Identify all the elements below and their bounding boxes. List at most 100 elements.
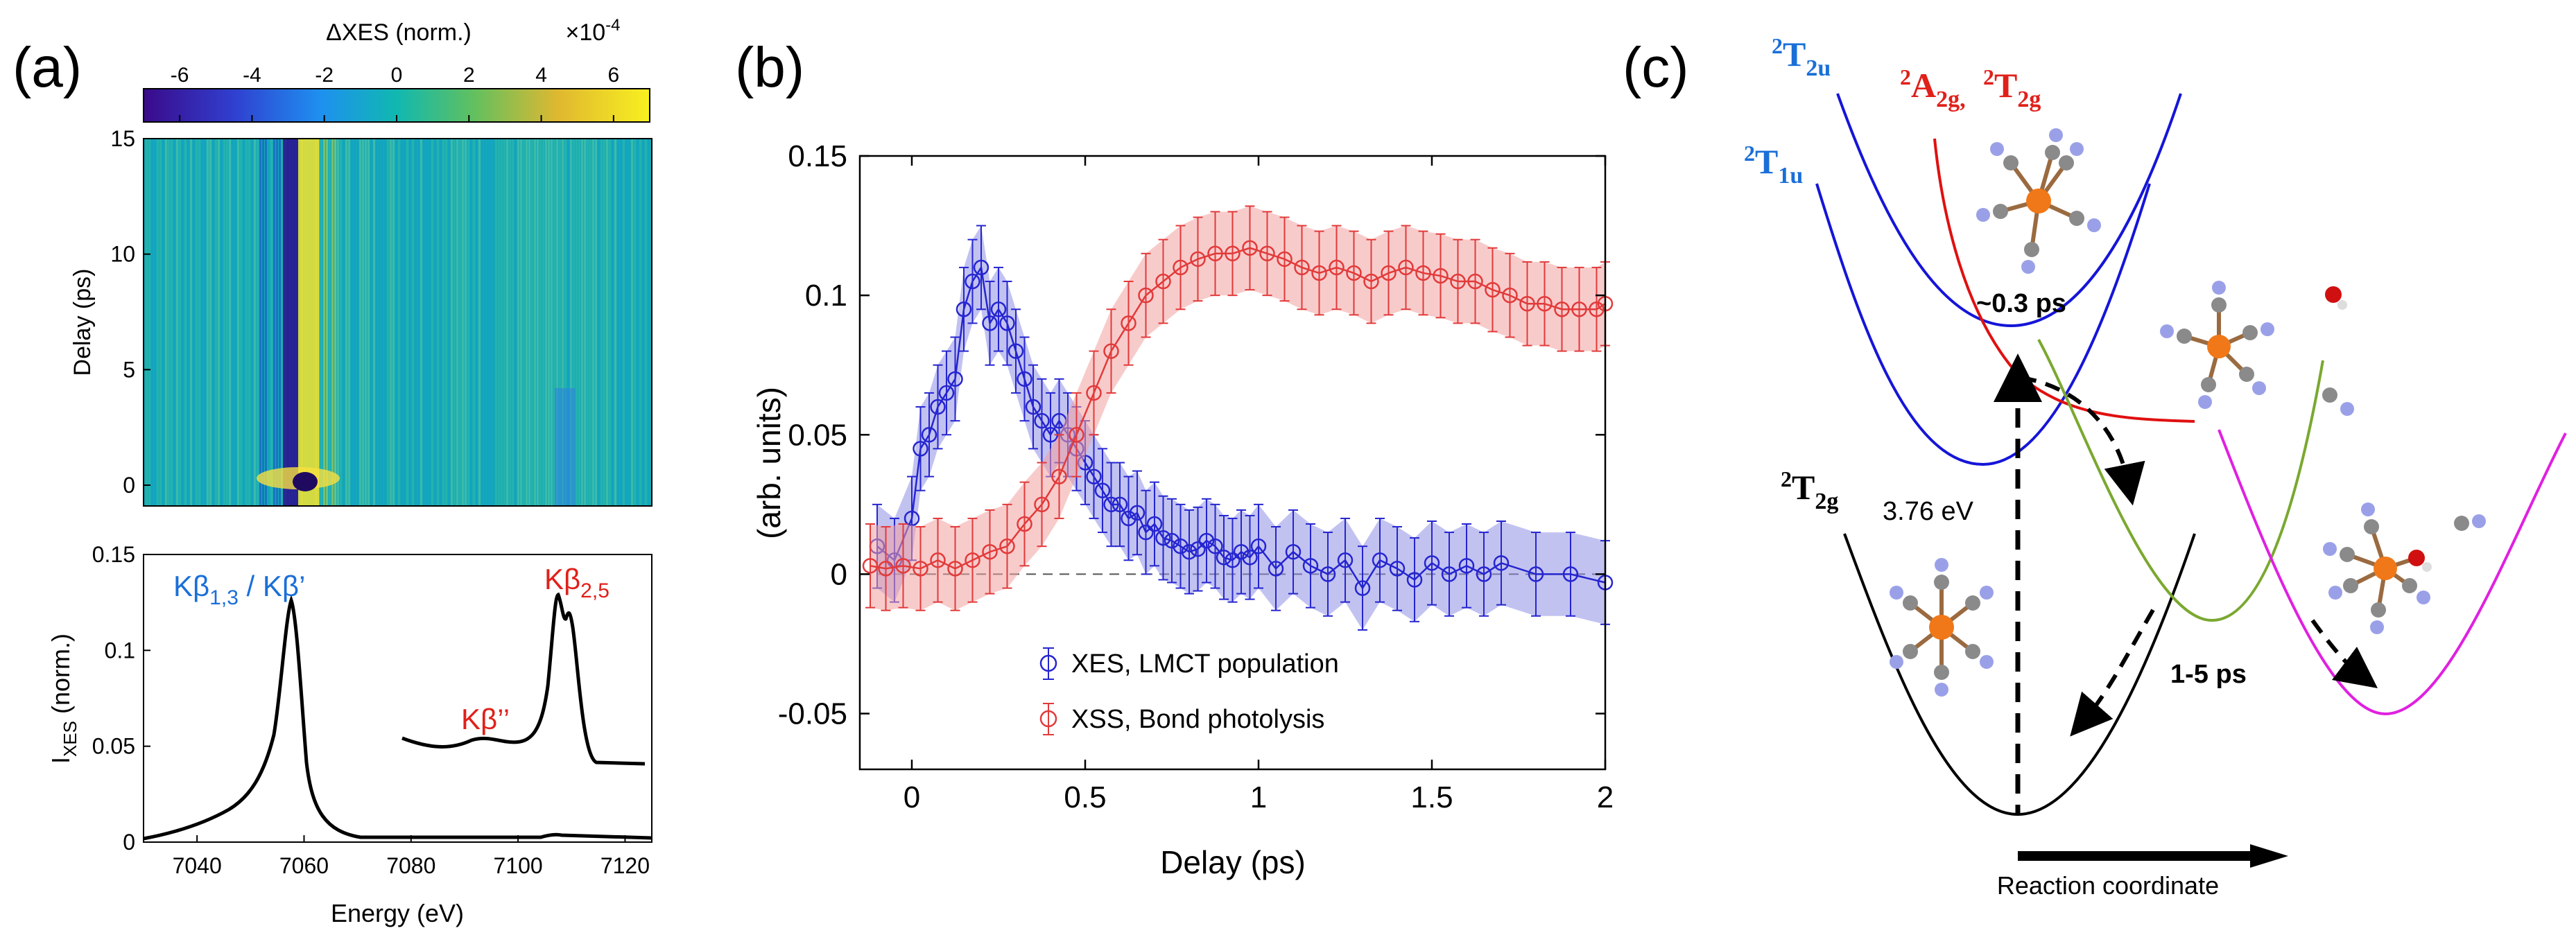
data-point	[1250, 538, 1267, 554]
chart-xtick-label: 1.5	[1410, 780, 1453, 814]
data-point	[1225, 552, 1241, 568]
heatmap-stripe	[431, 139, 433, 506]
heatmap-stripe	[320, 139, 322, 506]
data-point	[938, 385, 955, 401]
data-point	[973, 259, 989, 276]
heatmap-stripe	[639, 139, 641, 506]
heatmap-stripe	[354, 139, 356, 506]
heatmap-stripe	[598, 139, 600, 506]
heatmap-stripe	[614, 139, 616, 506]
heatmap-stripe	[329, 139, 331, 506]
spectrum-frame	[143, 554, 652, 843]
panel-a-colorbar: ΔXES (norm.) ×10-4 -6 -4 -2 0 2 4 6	[143, 16, 650, 123]
heatmap-stripe	[245, 139, 248, 506]
data-point	[1190, 541, 1206, 557]
heatmap-stripe	[198, 139, 200, 506]
data-point	[965, 273, 980, 290]
data-point	[895, 558, 911, 574]
heatmap-stripe	[490, 139, 492, 506]
colorbar-tick-label: 0	[391, 64, 403, 87]
peak-label-kb13: Kβ1,3 / Kβ’	[173, 570, 305, 609]
heatmap-stripe	[276, 139, 278, 506]
heatmap-stripe	[562, 139, 564, 506]
panel-a-spectrum: 7040 7060 7080 7100 7120 0.15 0.1 0.05 0 Energy …	[46, 542, 652, 927]
data-point	[921, 427, 937, 443]
data-point	[1302, 558, 1319, 574]
heatmap-stripe	[179, 139, 181, 506]
data-point	[1233, 543, 1250, 560]
heatmap-stripe	[465, 139, 467, 506]
data-point	[930, 552, 946, 568]
heatmap-stripe	[515, 139, 517, 506]
heatmap-stripe	[323, 139, 325, 506]
heatmap-stripe	[589, 139, 591, 506]
heatmap-stripe	[445, 139, 447, 506]
heatmap-stripe	[359, 139, 361, 506]
data-point	[1450, 273, 1466, 290]
data-point	[1493, 555, 1510, 571]
heatmap-stripe	[168, 139, 170, 506]
data-point	[1528, 566, 1544, 582]
heatmap-stripe	[531, 139, 533, 506]
heatmap-stripe	[509, 139, 511, 506]
data-point	[1389, 561, 1406, 577]
spectrum-zoom-line	[401, 592, 646, 766]
heatmap-stripe	[248, 139, 250, 506]
chart-ytick-label: 0.15	[788, 139, 847, 173]
heatmap-stripe	[226, 139, 228, 506]
data-point	[1424, 555, 1440, 571]
heatmap-stripe	[426, 139, 428, 506]
heatmap-stripe	[606, 139, 608, 506]
data-point	[1242, 240, 1258, 256]
heatmap-stripe	[268, 139, 270, 506]
state-T2g-black-sup: 2	[1781, 466, 1792, 491]
data-point	[982, 543, 998, 560]
heatmap-stripe	[282, 139, 284, 506]
data-point	[1346, 265, 1362, 281]
heatmap-stripe	[262, 139, 264, 506]
heatmap-stripe	[365, 139, 367, 506]
heatmap-stripe	[154, 139, 156, 506]
heatmap-side-band	[555, 388, 576, 506]
data-point	[1164, 532, 1180, 549]
panel-a-heatmap: Delay (ps) 15 10 5 0	[69, 126, 652, 507]
heatmap-stripe	[215, 139, 217, 506]
data-point	[1146, 516, 1163, 532]
chart-xtick-label: 1	[1250, 780, 1267, 814]
heatmap-stripe	[417, 139, 420, 506]
data-point	[1441, 566, 1458, 582]
heatmap-stripe	[243, 139, 245, 506]
data-point	[1103, 343, 1119, 359]
state-T2u-sub: 2u	[1806, 55, 1831, 81]
data-point	[1121, 315, 1136, 331]
annotation-time-fast: ~0.3 ps	[1976, 289, 2066, 318]
data-point	[1259, 245, 1275, 262]
data-point	[1242, 550, 1258, 566]
panel-c-diagram: 2T2u 2T1u 2A2g, 2T2g 2T2g ~0.3 ps 3.76 e…	[1744, 33, 2567, 900]
state-T2g-red-sup: 2	[1983, 64, 1994, 89]
heatmap-stripe	[520, 139, 522, 506]
heatmap-stripe	[495, 139, 497, 506]
heatmap-stripe	[212, 139, 214, 506]
reaction-coordinate-label: Reaction coordinate	[1997, 871, 2219, 900]
data-point	[1034, 412, 1050, 429]
heatmap-stripe	[171, 139, 173, 506]
heatmap-stripe	[273, 139, 275, 506]
heatmap-ylabel: Delay (ps)	[69, 269, 96, 376]
data-point	[1198, 532, 1215, 549]
heatmap-stripe	[620, 139, 622, 506]
data-point	[862, 558, 879, 574]
colorbar-scale-exp: -4	[605, 16, 620, 35]
state-T1u-sub: 1u	[1778, 163, 1803, 189]
spectrum-xtick-label: 7080	[386, 853, 435, 878]
heatmap-stripe	[392, 139, 395, 506]
heatmap-stripe	[157, 139, 159, 506]
heatmap-stripe	[190, 139, 192, 506]
heatmap-stripe	[648, 139, 650, 506]
spectrum-ylabel-sub: XES	[60, 721, 80, 757]
data-point	[999, 538, 1015, 554]
heatmap-stripe	[645, 139, 647, 506]
peak-label-kb13-sub: 1,3	[209, 586, 239, 609]
data-point	[1589, 301, 1605, 317]
heatmap-stripe	[165, 139, 167, 506]
